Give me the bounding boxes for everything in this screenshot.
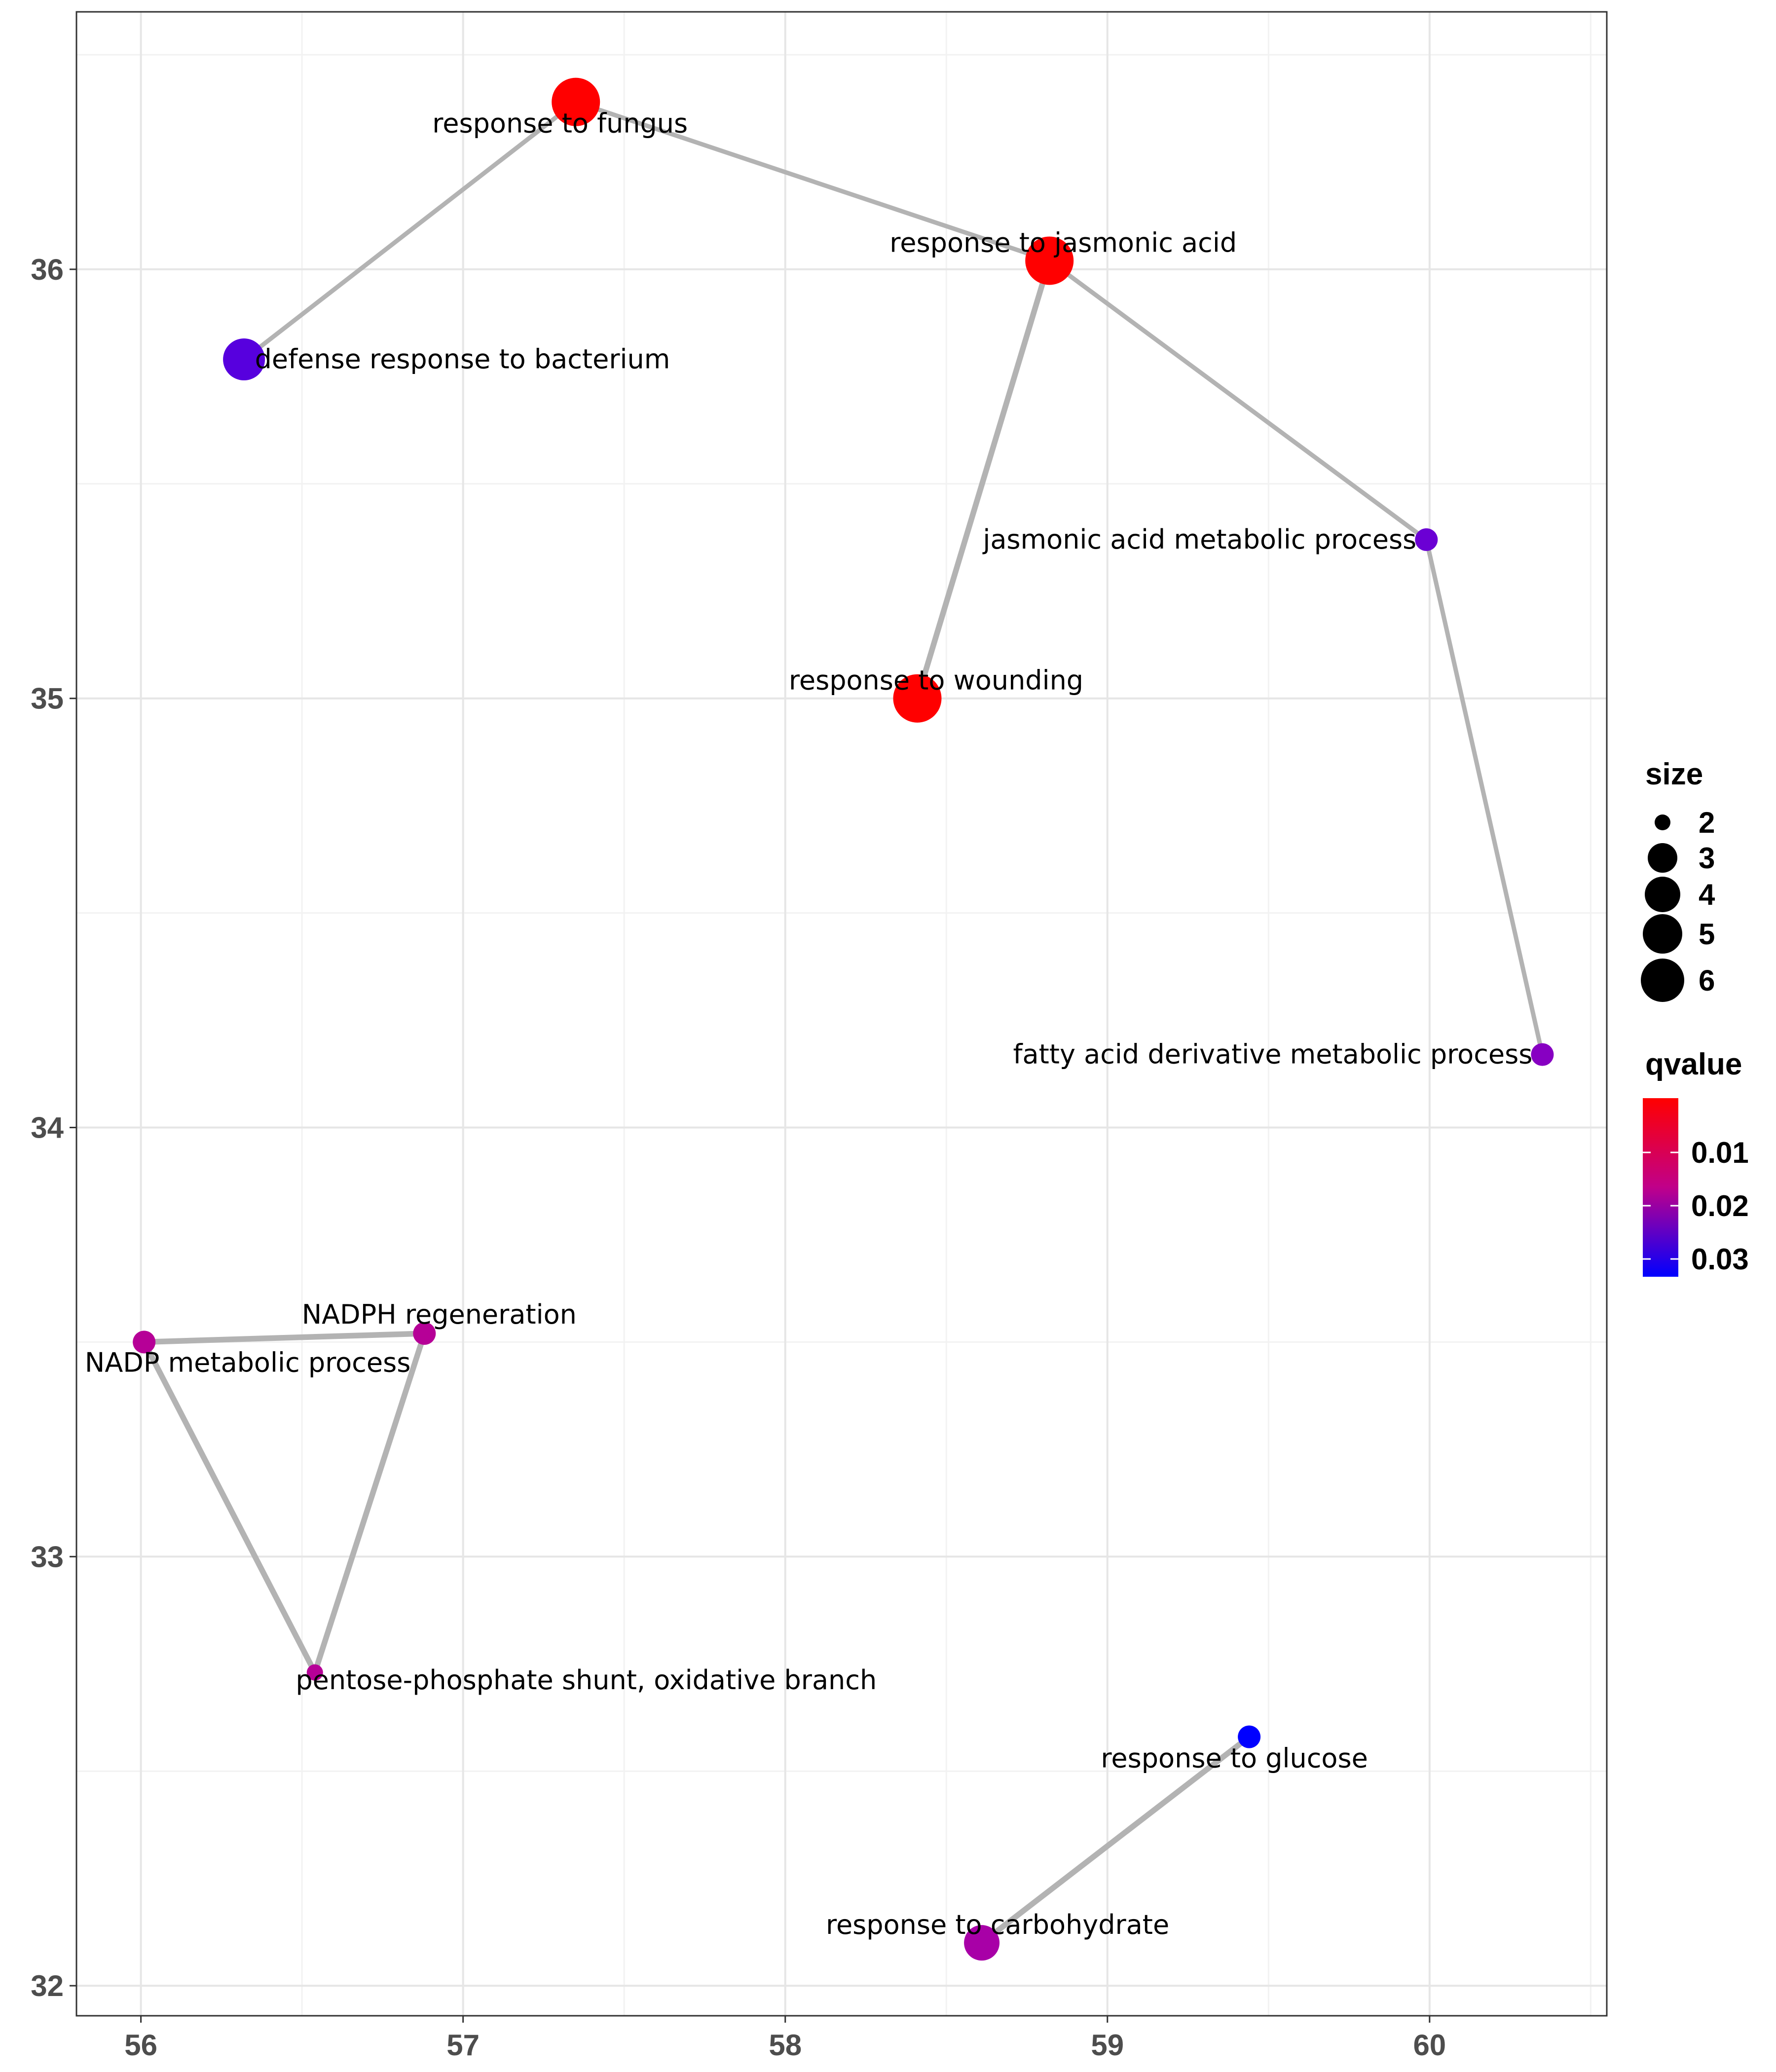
node-point: [1025, 236, 1074, 285]
y-tick-label: 35: [31, 682, 64, 715]
y-tick-label: 33: [31, 1540, 64, 1573]
x-tick-label: 56: [124, 2029, 157, 2062]
node-labels: response to fungus response to jasmonic a…: [85, 108, 1532, 1940]
size-legend-label: 6: [1699, 964, 1715, 997]
qvalue-legend-title: qvalue: [1645, 1047, 1742, 1081]
edge-n2-n5: [914, 259, 1052, 700]
edge-n1-n3: [242, 100, 577, 362]
node-label: pentose-phosphate shunt, oxidative branc…: [296, 1665, 877, 1696]
node-point: [413, 1322, 436, 1345]
node-label: response to jasmonic acid: [889, 227, 1237, 258]
edge-n4-n6: [1424, 539, 1545, 1055]
node-label: response to fungus: [432, 108, 688, 139]
x-tick-label: 59: [1091, 2029, 1124, 2062]
edge-n10-n11: [980, 1735, 1251, 1945]
edges: [142, 100, 1545, 1945]
node-point: [552, 77, 600, 126]
nodes: [133, 77, 1554, 1961]
size-legend-dot: [1648, 843, 1677, 873]
plot-panel: [75, 11, 1608, 2017]
node-point: [893, 674, 942, 723]
node-point: [964, 1925, 1000, 1961]
size-legend-dot: [1641, 959, 1684, 1002]
node-point: [1415, 528, 1438, 551]
qvalue-legend-label: 0.01: [1691, 1136, 1749, 1169]
edge-n2-n4: [1048, 259, 1428, 542]
size-legend-dot: [1643, 914, 1682, 954]
size-legend-label: 2: [1699, 806, 1715, 839]
qvalue-colorbar: [1643, 1098, 1678, 1277]
node-label: NADP metabolic process: [85, 1347, 410, 1378]
node-label: response to glucose: [1101, 1743, 1368, 1774]
size-legend-dot: [1645, 877, 1680, 912]
node-point: [223, 338, 265, 381]
node-point: [1238, 1725, 1261, 1748]
node-label: response to wounding: [789, 665, 1083, 696]
node-label: NADPH regeneration: [302, 1299, 577, 1330]
node-label: defense response to bacterium: [255, 344, 670, 375]
grid: [76, 12, 1607, 2016]
node-label: fatty acid derivative metabolic process: [1013, 1039, 1533, 1070]
size-legend-label: 4: [1699, 878, 1715, 911]
size-legend-title: size: [1645, 757, 1703, 791]
qvalue-legend-label: 0.02: [1691, 1189, 1749, 1222]
node-label: response to carbohydrate: [826, 1909, 1169, 1940]
y-tick-label: 34: [31, 1111, 64, 1144]
x-tick-label: 60: [1413, 2029, 1446, 2062]
size-legend-label: 5: [1699, 918, 1715, 951]
y-tick-label: 36: [31, 253, 64, 286]
node-point: [133, 1331, 156, 1354]
size-legend-dot: [1655, 814, 1670, 830]
node-point: [1531, 1043, 1554, 1066]
size-legend-label: 3: [1699, 842, 1715, 875]
qvalue-legend-label: 0.03: [1691, 1243, 1749, 1276]
node-label: jasmonic acid metabolic process: [982, 524, 1416, 555]
edge-n7-n9: [312, 1332, 427, 1673]
edge-n8-n9: [142, 1340, 318, 1674]
edge-n1-n2: [575, 100, 1050, 263]
axes: 56 57 58 59 60 32 33 34 35 36: [31, 253, 1446, 2062]
x-tick-label: 57: [446, 2029, 480, 2062]
edge-n8-n7: [144, 1331, 425, 1345]
legend: size 234 5 6 qvalue 0.01 0.02 0.03: [1641, 757, 1749, 1277]
y-tick-label: 32: [31, 1969, 64, 2002]
x-tick-label: 58: [769, 2029, 802, 2062]
node-point: [306, 1664, 323, 1681]
